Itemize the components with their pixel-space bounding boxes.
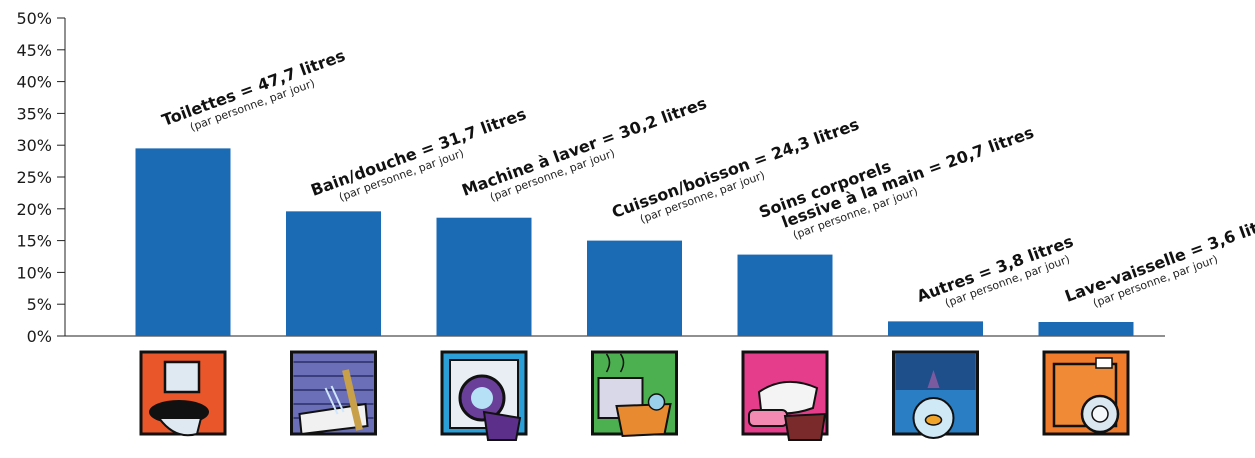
personal-care-icon — [741, 350, 829, 441]
category-icons — [139, 350, 1130, 441]
fishbowl-icon — [892, 350, 979, 439]
y-tick-label: 10% — [16, 263, 52, 282]
bar — [436, 217, 532, 336]
bar — [286, 211, 381, 336]
dishwasher-icon — [1042, 350, 1130, 436]
axes: 0% 5% 10% 15% 20% 25% 30% 35% 40% 45% 50% — [16, 9, 1165, 346]
bar-annotation: Lave-vaisselle = 3,6 litres(par personne… — [1062, 208, 1255, 309]
bar — [1038, 322, 1134, 336]
y-tick-label: 35% — [16, 104, 52, 123]
bar — [888, 321, 983, 336]
bar-annotation-label: Toilettes = 47,7 litres — [159, 46, 348, 130]
bars — [135, 148, 1134, 336]
washing-machine-icon — [440, 350, 528, 441]
y-tick-label: 50% — [16, 9, 52, 28]
y-tick-label: 25% — [16, 168, 52, 187]
bar — [737, 254, 833, 336]
y-tick-label: 30% — [16, 136, 52, 155]
shower-icon — [290, 350, 377, 436]
bar-annotation: Toilettes = 47,7 litres(par personne, pa… — [159, 46, 348, 134]
toilet-icon — [139, 350, 227, 437]
cooking-icon — [591, 350, 678, 438]
y-tick-label: 45% — [16, 41, 52, 60]
y-tick-label: 20% — [16, 200, 52, 219]
y-tick-label: 0% — [27, 327, 52, 346]
y-tick-label: 40% — [16, 73, 52, 92]
y-tick-label: 5% — [27, 295, 52, 314]
y-tick-label: 15% — [16, 232, 52, 251]
bar — [135, 148, 231, 336]
bar-annotation: Autres = 3,8 litres(par personne, par jo… — [914, 232, 1076, 310]
bar-annotation-label: Lave-vaisselle = 3,6 litres — [1062, 208, 1255, 305]
bar — [587, 240, 682, 336]
